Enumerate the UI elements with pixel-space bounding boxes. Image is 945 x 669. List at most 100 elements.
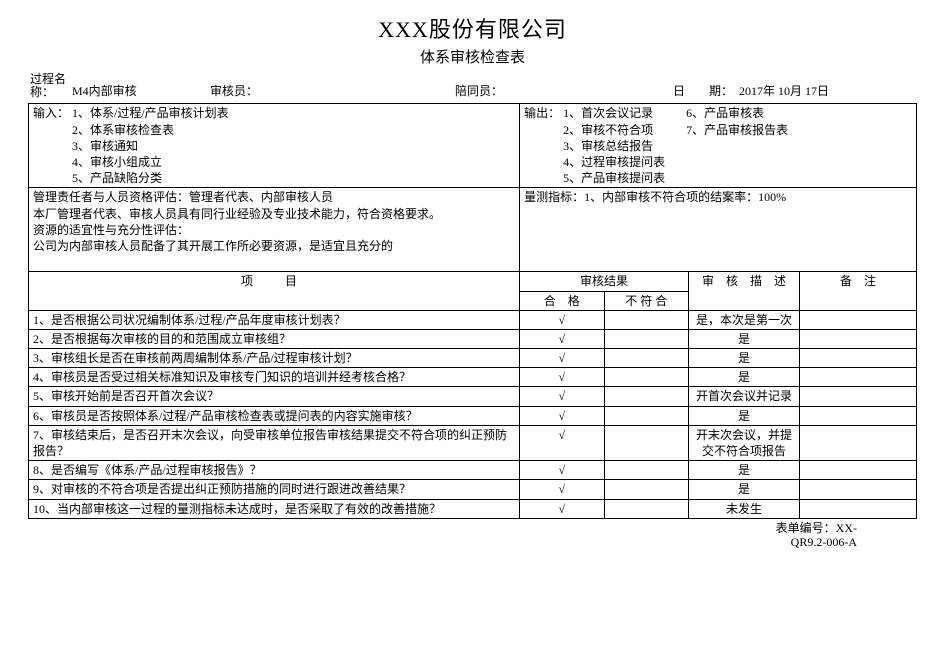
list-item: 2、审核不符合项 bbox=[563, 122, 665, 138]
auditor-label: 审核员： bbox=[210, 82, 258, 99]
input-label: 输入： bbox=[33, 105, 69, 121]
desc-cell: 是 bbox=[688, 368, 799, 387]
note-cell bbox=[800, 406, 917, 425]
footer-label: 表单编号： bbox=[776, 521, 836, 535]
note-cell bbox=[800, 368, 917, 387]
pass-cell: √ bbox=[520, 406, 604, 425]
desc-cell: 是 bbox=[688, 349, 799, 368]
header-note: 备 注 bbox=[800, 272, 917, 310]
list-item: 3、审核通知 bbox=[72, 138, 229, 154]
footer: 表单编号：XX- QR9.2-006-A bbox=[28, 521, 917, 550]
pass-cell: √ bbox=[520, 425, 604, 460]
doc-subtitle: 体系审核检查表 bbox=[28, 46, 917, 67]
io-row: 输入： 1、体系/过程/产品审核计划表2、体系审核检查表3、审核通知4、审核小组… bbox=[29, 104, 917, 188]
list-item: 1、首次会议记录 bbox=[563, 105, 665, 121]
footer-code2: QR9.2-006-A bbox=[791, 535, 857, 549]
inputs-list: 1、体系/过程/产品审核计划表2、体系审核检查表3、审核通知4、审核小组成立5、… bbox=[72, 105, 229, 186]
header-item: 项 目 bbox=[29, 272, 520, 310]
item-cell: 3、审核组长是否在审核前两周编制体系/产品/过程审核计划？ bbox=[29, 349, 520, 368]
desc-cell: 开首次会议并记录 bbox=[688, 387, 799, 406]
header-result: 审核结果 bbox=[520, 272, 689, 291]
table-row: 2、是否根据每次审核的目的和范围成立审核组？√ 是 bbox=[29, 329, 917, 348]
mgmt-metric-row: 管理责任者与人员资格评估：管理者代表、内部审核人员 本厂管理者代表、审核人员具有… bbox=[29, 188, 917, 272]
header-desc: 审 核 描 述 bbox=[688, 272, 799, 310]
table-row: 4、审核员是否受过相关标准知识及审核专门知识的培训并经考核合格？√ 是 bbox=[29, 368, 917, 387]
desc-cell: 是 bbox=[688, 461, 799, 480]
pass-cell: √ bbox=[520, 349, 604, 368]
pass-cell: √ bbox=[520, 368, 604, 387]
table-row: 6、审核员是否按照体系/过程/产品审核检查表或提问表的内容实施审核？√ 是 bbox=[29, 406, 917, 425]
date-value: 2017年 10月 17日 bbox=[739, 82, 829, 99]
note-cell bbox=[800, 349, 917, 368]
metric-cell: 量测指标：1、内部审核不符合项的结案率：100% bbox=[520, 188, 917, 272]
escort-label: 陪同员： bbox=[455, 82, 503, 99]
table-row: 10、当内部审核这一过程的量测指标未达成时，是否采取了有效的改善措施？√ 未发生 bbox=[29, 499, 917, 518]
list-item: 3、审核总结报告 bbox=[563, 138, 665, 154]
process-value: M4内部审核 bbox=[72, 82, 137, 99]
fail-cell bbox=[604, 349, 688, 368]
table-row: 5、审核开始前是否召开首次会议？√ 开首次会议并记录 bbox=[29, 387, 917, 406]
desc-cell: 是 bbox=[688, 480, 799, 499]
header-row-1: 项 目 审核结果 审 核 描 述 备 注 bbox=[29, 272, 917, 291]
note-cell bbox=[800, 499, 917, 518]
process-label: 过程名 称： bbox=[30, 73, 66, 99]
list-item: 5、产品缺陷分类 bbox=[72, 170, 229, 186]
fail-cell bbox=[604, 480, 688, 499]
item-cell: 10、当内部审核这一过程的量测指标未达成时，是否采取了有效的改善措施？ bbox=[29, 499, 520, 518]
item-cell: 7、审核结束后，是否召开末次会议，向受审核单位报告审核结果提交不符合项的纠正预防… bbox=[29, 425, 520, 460]
main-table: 输入： 1、体系/过程/产品审核计划表2、体系审核检查表3、审核通知4、审核小组… bbox=[28, 103, 917, 518]
fail-cell bbox=[604, 329, 688, 348]
list-item: 2、体系审核检查表 bbox=[72, 122, 229, 138]
note-cell bbox=[800, 480, 917, 499]
note-cell bbox=[800, 461, 917, 480]
table-row: 7、审核结束后，是否召开末次会议，向受审核单位报告审核结果提交不符合项的纠正预防… bbox=[29, 425, 917, 460]
list-item: 4、过程审核提问表 bbox=[563, 154, 665, 170]
pass-cell: √ bbox=[520, 387, 604, 406]
table-row: 3、审核组长是否在审核前两周编制体系/产品/过程审核计划？√ 是 bbox=[29, 349, 917, 368]
outputs-list-2: 6、产品审核表7、产品审核报告表 bbox=[686, 105, 788, 137]
input-cell: 输入： 1、体系/过程/产品审核计划表2、体系审核检查表3、审核通知4、审核小组… bbox=[29, 104, 520, 188]
output-cell: 输出： 1、首次会议记录2、审核不符合项3、审核总结报告4、过程审核提问表5、产… bbox=[520, 104, 917, 188]
desc-cell: 是，本次是第一次 bbox=[688, 310, 799, 329]
fail-cell bbox=[604, 425, 688, 460]
date-label: 日 期： bbox=[673, 82, 733, 99]
fail-cell bbox=[604, 310, 688, 329]
item-cell: 8、是否编写《体系/产品/过程审核报告》？ bbox=[29, 461, 520, 480]
item-cell: 6、审核员是否按照体系/过程/产品审核检查表或提问表的内容实施审核？ bbox=[29, 406, 520, 425]
item-cell: 2、是否根据每次审核的目的和范围成立审核组？ bbox=[29, 329, 520, 348]
mgmt-cell: 管理责任者与人员资格评估：管理者代表、内部审核人员 本厂管理者代表、审核人员具有… bbox=[29, 188, 520, 272]
list-item: 1、体系/过程/产品审核计划表 bbox=[72, 105, 229, 121]
note-cell bbox=[800, 387, 917, 406]
company-title: XXX股份有限公司 bbox=[28, 12, 917, 44]
table-row: 9、对审核的不符合项是否提出纠正预防措施的同时进行跟进改善结果？√ 是 bbox=[29, 480, 917, 499]
item-cell: 4、审核员是否受过相关标准知识及审核专门知识的培训并经考核合格？ bbox=[29, 368, 520, 387]
note-cell bbox=[800, 329, 917, 348]
fail-cell bbox=[604, 368, 688, 387]
list-item: 4、审核小组成立 bbox=[72, 154, 229, 170]
desc-cell: 是 bbox=[688, 406, 799, 425]
pass-cell: √ bbox=[520, 310, 604, 329]
note-cell bbox=[800, 310, 917, 329]
table-row: 1、是否根据公司状况编制体系/过程/产品年度审核计划表？√ 是，本次是第一次 bbox=[29, 310, 917, 329]
header-pass: 合 格 bbox=[520, 291, 604, 310]
pass-cell: √ bbox=[520, 499, 604, 518]
pass-cell: √ bbox=[520, 329, 604, 348]
pass-cell: √ bbox=[520, 480, 604, 499]
desc-cell: 未发生 bbox=[688, 499, 799, 518]
meta-row: 过程名 称： M4内部审核 审核员： 陪同员： 日 期： 2017年 10月 1… bbox=[28, 73, 917, 99]
fail-cell bbox=[604, 387, 688, 406]
list-item: 7、产品审核报告表 bbox=[686, 122, 788, 138]
fail-cell bbox=[604, 499, 688, 518]
fail-cell bbox=[604, 406, 688, 425]
pass-cell: √ bbox=[520, 461, 604, 480]
item-cell: 9、对审核的不符合项是否提出纠正预防措施的同时进行跟进改善结果？ bbox=[29, 480, 520, 499]
item-cell: 1、是否根据公司状况编制体系/过程/产品年度审核计划表？ bbox=[29, 310, 520, 329]
header-fail: 不 符 合 bbox=[604, 291, 688, 310]
output-label: 输出： bbox=[524, 105, 560, 121]
fail-cell bbox=[604, 461, 688, 480]
list-item: 6、产品审核表 bbox=[686, 105, 788, 121]
footer-code1: XX- bbox=[836, 521, 857, 535]
item-cell: 5、审核开始前是否召开首次会议？ bbox=[29, 387, 520, 406]
list-item: 5、产品审核提问表 bbox=[563, 170, 665, 186]
desc-cell: 是 bbox=[688, 329, 799, 348]
